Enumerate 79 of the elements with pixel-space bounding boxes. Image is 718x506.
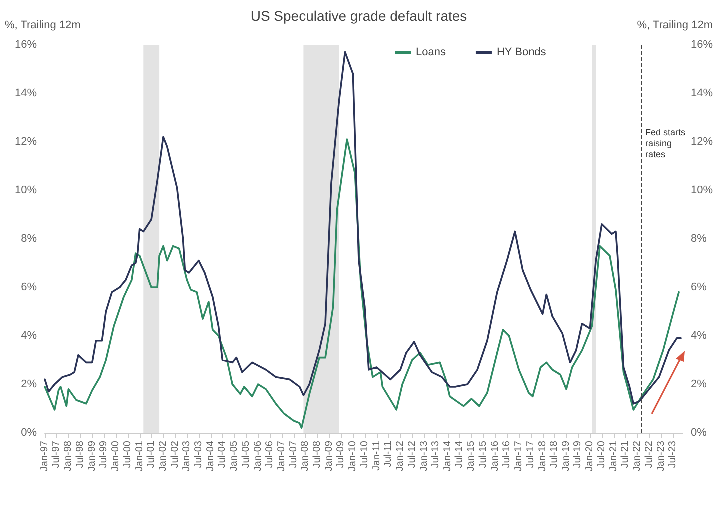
y-tick-label: 4% — [21, 330, 38, 342]
x-tick-label: Jul-16 — [502, 440, 513, 468]
x-tick-label: Jan-97 — [40, 440, 50, 472]
x-tick-label: Jan-22 — [632, 440, 644, 472]
x-tick-label: Jul-22 — [644, 440, 655, 468]
x-tick-label: Jul-01 — [146, 440, 158, 468]
x-tick-label: Jan-98 — [63, 440, 74, 472]
x-tick-label: Jul-07 — [288, 440, 300, 468]
x-tick-label: Jan-18 — [537, 440, 548, 472]
x-tick-label: Jul-15 — [478, 440, 489, 468]
x-tick-label: Jul-10 — [359, 440, 370, 468]
x-tick-label: Jan-09 — [324, 440, 335, 472]
x-tick-label: Jul-05 — [240, 440, 252, 468]
x-tick-label: Jan-99 — [86, 440, 98, 472]
x-tick-label: Jan-00 — [110, 440, 122, 472]
x-tick-label: Jan-15 — [466, 440, 478, 472]
y2-tick-label: 8% — [691, 233, 708, 245]
x-tick-label: Jan-21 — [608, 440, 620, 472]
x-tick-label: Jan-03 — [182, 440, 193, 472]
y2-tick-label: 6% — [691, 282, 708, 294]
x-tick-label: Jul-99 — [98, 440, 110, 468]
y2-tick-label: 12% — [691, 136, 714, 148]
x-tick-label: Jul-13 — [430, 440, 442, 468]
y2-tick-label: 14% — [691, 88, 714, 100]
x-tick-label: Jan-11 — [371, 440, 382, 471]
x-tick-label: Jul-00 — [122, 440, 134, 468]
x-tick-label: Jul-11 — [383, 440, 394, 468]
x-tick-label: Jul-08 — [312, 440, 324, 468]
y-tick-label: 8% — [21, 233, 38, 245]
x-tick-label: Jul-18 — [549, 440, 560, 468]
x-tick-label: Jan-02 — [158, 440, 170, 472]
y2-tick-label: 10% — [691, 184, 714, 196]
x-tick-label: Jan-08 — [300, 440, 312, 472]
y-tick-label: 0% — [21, 427, 38, 439]
ref-line-label: Fed starts raising rates — [645, 128, 688, 160]
x-tick-label: Jan-10 — [348, 440, 359, 472]
x-tick-label: Jan-20 — [584, 440, 596, 472]
x-tick-label: Jan-14 — [442, 440, 454, 472]
x-tick-label: Jan-17 — [514, 440, 525, 472]
y2-tick-label: 16% — [691, 39, 714, 51]
x-tick-label: Jul-17 — [525, 440, 536, 468]
x-tick-label: Jul-09 — [336, 440, 347, 468]
x-tick-label: Jul-14 — [454, 440, 466, 468]
chart-title: US Speculative grade default rates — [250, 8, 468, 24]
x-tick-label: Jan-01 — [134, 440, 146, 472]
x-tick-label: Jul-06 — [264, 440, 276, 468]
x-tick-label: Jul-03 — [193, 440, 204, 468]
x-tick-label: Jul-21 — [620, 440, 632, 468]
line-series — [44, 138, 680, 430]
x-tick-label: Jul-04 — [217, 440, 228, 468]
x-tick-label: Jul-12 — [406, 440, 418, 468]
x-tick-label: Jul-97 — [51, 440, 62, 468]
x-tick-label: Jan-07 — [276, 440, 288, 472]
y-tick-label: 14% — [14, 88, 38, 100]
legend-label: Loans — [416, 46, 446, 58]
y2-tick-label: 0% — [691, 427, 708, 439]
y-tick-label: 10% — [14, 184, 38, 196]
x-tick-label: Jan-05 — [229, 440, 240, 472]
legend-label: HY Bonds — [496, 46, 547, 58]
x-tick-label: Jul-98 — [74, 440, 86, 468]
y2-tick-label: 4% — [691, 330, 708, 342]
x-tick-label: Jan-04 — [205, 440, 216, 472]
x-tick-label: Jan-19 — [561, 440, 572, 472]
y-tick-label: 6% — [21, 282, 38, 294]
x-tick-label: Jan-06 — [252, 440, 264, 472]
x-tick-label: Jan-23 — [656, 440, 667, 472]
x-tick-label: Jan-16 — [490, 440, 501, 472]
y-tick-label: 12% — [14, 136, 38, 148]
x-tick-label: Jul-23 — [668, 440, 679, 468]
y-tick-label: 2% — [21, 378, 38, 390]
x-tick-label: Jul-19 — [572, 440, 584, 468]
x-tick-label: Jul-20 — [596, 440, 608, 468]
x-tick-label: Jan-13 — [418, 440, 430, 472]
y2-axis-title: %, Trailing 12m — [637, 20, 713, 32]
x-tick-label: Jul-02 — [170, 440, 181, 468]
y-axis-title: %, Trailing 12m — [5, 20, 81, 32]
x-tick-label: Jan-12 — [395, 440, 406, 472]
y2-tick-label: 2% — [691, 378, 708, 390]
y-tick-label: 16% — [14, 39, 38, 51]
